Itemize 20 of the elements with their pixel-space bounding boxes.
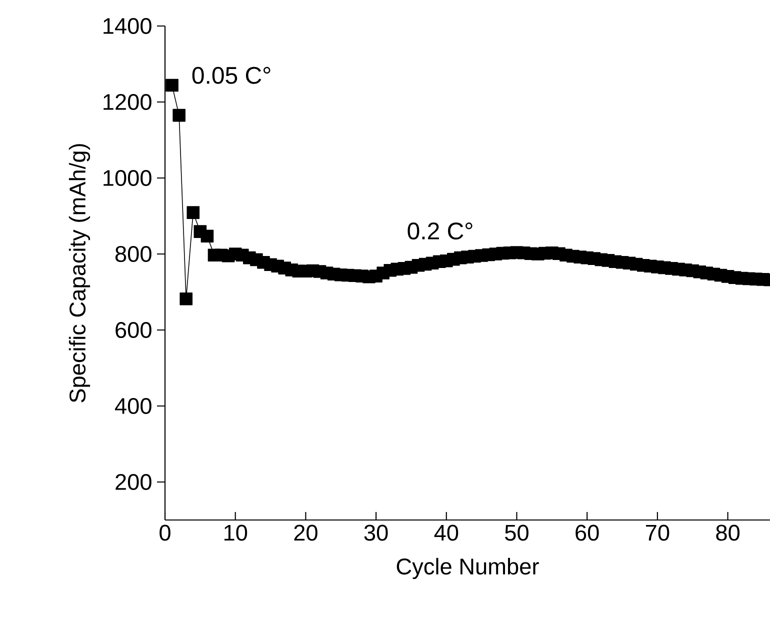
annotation: 0.05 C° [192, 66, 270, 84]
y-tick-label: 1200 [104, 94, 152, 110]
y-tick-label: 600 [116, 322, 152, 338]
annotation: 0.2 C° [408, 222, 472, 240]
y-tick-label: 800 [115, 246, 152, 262]
x-tick-label: 70 [646, 524, 670, 541]
x-tick-label: 60 [576, 524, 599, 541]
x-tick-label: 50 [505, 524, 528, 541]
x-tick-label: 80 [716, 524, 740, 541]
x-tick-label: 0 [160, 524, 170, 541]
x-tick-label: 10 [224, 524, 248, 541]
y-tick-label: 1400 [104, 18, 152, 34]
y-axis-title: Specific Capacity (mAh/g) [68, 144, 90, 402]
y-tick-label: 400 [115, 398, 152, 414]
x-axis-title: Cycle Number [396, 558, 539, 580]
x-tick-label: 30 [364, 524, 388, 541]
x-tick-label: 40 [434, 524, 458, 541]
x-tick-label: 20 [294, 524, 318, 541]
y-tick-label: 200 [116, 474, 152, 490]
y-tick-label: 1000 [104, 170, 152, 186]
